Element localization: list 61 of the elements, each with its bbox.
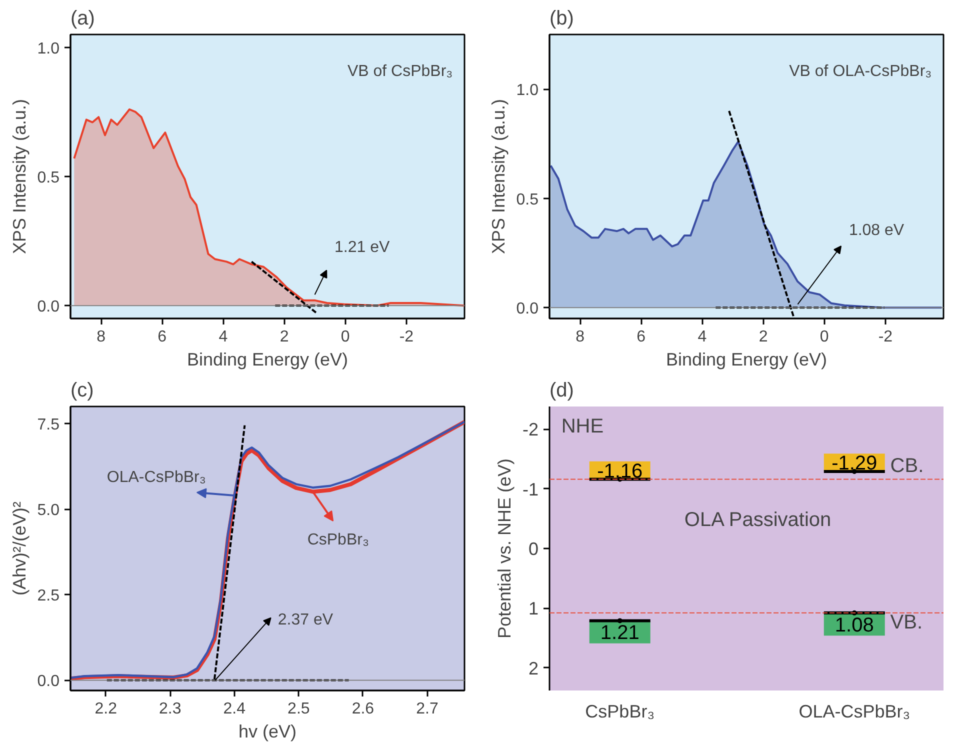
x-tick-label: 2.5 [288, 700, 310, 718]
y-tick-label: 1 [528, 598, 539, 619]
series-label: OLA-CsPbBr₃ [106, 468, 206, 486]
y-tick-label: 0.0 [516, 300, 539, 318]
y-tick-label: 2.5 [37, 588, 60, 605]
y-tick-label: 7.5 [37, 416, 60, 434]
x-axis-title: Binding Energy (eV) [186, 350, 348, 370]
y-tick-label: -2 [522, 420, 539, 440]
annotation: VB of OLA-CsPbBr₃ [789, 62, 932, 80]
data-label: 1.08 [834, 614, 874, 636]
y-tick-label: 2 [528, 658, 539, 678]
y-tick-label: 5.0 [37, 502, 60, 520]
x-tick-label: 2 [758, 328, 768, 346]
y-tick-label: 1.0 [37, 40, 60, 58]
annotation: OLA Passivation [684, 509, 832, 532]
annotation: VB of CsPbBr₃ [347, 62, 453, 80]
x-tick-label: 2.7 [416, 700, 438, 718]
x-tick-label: 6 [158, 328, 167, 346]
x-tick-label: 8 [576, 328, 585, 346]
y-tick-label: 0.0 [37, 298, 60, 316]
y-tick-label: 0 [528, 539, 539, 559]
y-axis-title: Potential vs. NHE (eV) [494, 458, 514, 639]
data-label: 1.21 [600, 622, 640, 644]
x-tick-label: CsPbBr₃ [585, 702, 655, 722]
annotation: NHE [561, 415, 604, 438]
y-tick-label: 0.5 [37, 170, 60, 186]
x-tick-label: 2 [280, 328, 289, 346]
x-tick-label: 4 [698, 328, 707, 346]
x-tick-label: 0 [340, 328, 350, 346]
annotation: 1.08 eV [848, 222, 904, 239]
y-axis-title: (Ahv)²/(eV)² [9, 501, 30, 596]
x-tick-label: -2 [878, 328, 893, 346]
x-tick-label: 8 [96, 328, 106, 346]
legend-label: CsPbBr₃ [307, 532, 369, 549]
y-tick-label: -1 [522, 479, 539, 500]
x-axis-title: hv (eV) [238, 722, 297, 742]
y-tick-label: 1.0 [516, 82, 539, 100]
annotation: 1.21 eV [334, 239, 390, 256]
x-tick-label: 2.6 [352, 700, 374, 718]
data-label: -1.29 [832, 452, 878, 475]
y-tick-label: 0.0 [37, 673, 60, 690]
x-tick-label: 2.3 [159, 700, 182, 718]
data-label: -1.16 [597, 460, 643, 482]
y-axis-title: XPS Intensity (a.u.) [488, 98, 508, 254]
x-tick-label: 4 [218, 328, 228, 346]
chart-title: (a) [70, 8, 95, 30]
chart-title: (c) [70, 380, 94, 402]
y-axis-title: XPS Intensity (a.u.) [9, 98, 30, 254]
annotation: VB. [890, 611, 923, 634]
annotation: CB. [890, 455, 924, 478]
x-tick-label: 2.2 [94, 700, 118, 718]
x-axis-title: Binding Energy (eV) [666, 350, 828, 370]
x-tick-label: OLA-CsPbBr₃ [798, 702, 910, 722]
x-tick-label: 6 [636, 328, 646, 346]
x-tick-label: 0 [820, 328, 829, 346]
x-tick-label: 2.4 [223, 700, 246, 718]
y-tick-label: 0.5 [516, 191, 539, 208]
chart-title: (d) [550, 380, 574, 402]
annotation: 2.37 eV [278, 611, 334, 628]
x-tick-label: -2 [399, 328, 414, 346]
chart-title: (b) [550, 8, 574, 30]
